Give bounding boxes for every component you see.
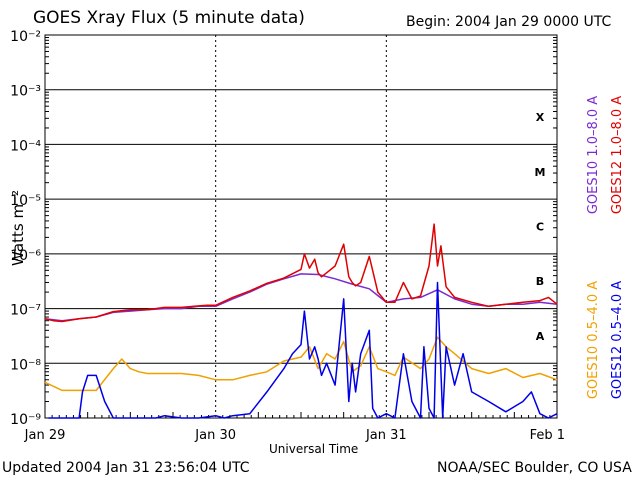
y-tick-label: 10⁻⁴ xyxy=(10,138,41,154)
y-tick-labels: 10⁻² 10⁻³ 10⁻⁴ 10⁻⁵ 10⁻⁶ 10⁻⁷ 10⁻⁸ 10⁻⁹ xyxy=(10,29,41,428)
y-tick-label: 10⁻² xyxy=(10,29,41,45)
series-line xyxy=(44,336,558,392)
y-axis-label: Watts m⁻² xyxy=(9,190,27,266)
flare-class-label: A xyxy=(536,330,545,343)
x-axis-label: Universal Time xyxy=(269,442,359,456)
flare-class-label: M xyxy=(535,166,546,179)
updated-timestamp: Updated 2004 Jan 31 23:56:04 UTC xyxy=(2,460,250,476)
series-line xyxy=(44,273,558,322)
x-tick-label: Jan 31 xyxy=(365,428,407,443)
series-line xyxy=(44,223,558,323)
legend-label: GOES10 0.5–4.0 A xyxy=(586,281,601,399)
y-tick-label: 10⁻⁷ xyxy=(10,303,41,319)
x-tick-label: Jan 29 xyxy=(24,428,66,443)
x-tick-label: Feb 1 xyxy=(530,428,565,443)
series-lines xyxy=(44,223,558,419)
y-tick-label: 10⁻⁹ xyxy=(10,412,41,428)
flare-class-label: X xyxy=(536,111,545,124)
grid xyxy=(45,34,557,419)
legend-label: GOES12 0.5–4.0 A xyxy=(610,281,625,399)
page-title: GOES Xray Flux (5 minute data) xyxy=(33,8,305,28)
y-tick-label: 10⁻⁵ xyxy=(10,193,41,209)
begin-time: Begin: 2004 Jan 29 0000 UTC xyxy=(406,14,612,30)
y-tick-label: 10⁻³ xyxy=(10,84,41,100)
flare-class-label: C xyxy=(536,221,544,234)
plot-frame xyxy=(44,34,558,419)
flare-class-label: B xyxy=(536,275,544,288)
legend-label: GOES10 1.0–8.0 A xyxy=(586,96,601,214)
series-line xyxy=(48,281,558,419)
x-tick-label: Jan 30 xyxy=(194,428,236,443)
x-tick-labels: Jan 29 Jan 30 Jan 31 Feb 1 xyxy=(24,428,565,443)
legend: GOES10 1.0–8.0 A GOES12 1.0–8.0 A GOES10 0… xyxy=(586,96,625,399)
legend-label: GOES12 1.0–8.0 A xyxy=(610,96,625,214)
y-tick-label: 10⁻⁶ xyxy=(10,248,41,264)
y-tick-label: 10⁻⁸ xyxy=(10,357,41,373)
credit-label: NOAA/SEC Boulder, CO USA xyxy=(437,460,632,476)
y-axis-label-text: Watts m⁻² xyxy=(9,190,27,266)
flare-class-labels: X M C B A xyxy=(535,111,546,343)
